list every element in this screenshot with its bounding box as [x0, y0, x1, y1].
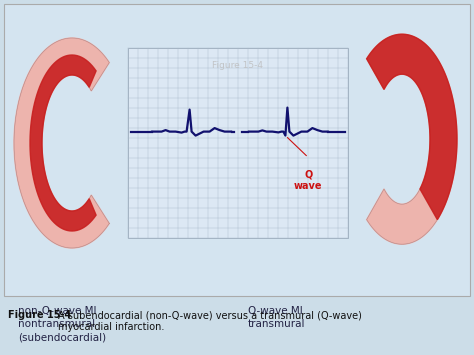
Text: Q-wave MI: Q-wave MI	[248, 306, 303, 316]
Polygon shape	[367, 34, 457, 220]
Text: transmural: transmural	[248, 319, 306, 329]
Text: (subendocardial): (subendocardial)	[18, 332, 106, 342]
Bar	[128, 48, 348, 238]
Polygon shape	[30, 55, 96, 231]
Polygon shape	[14, 38, 109, 248]
Polygon shape	[367, 34, 457, 244]
Text: Figure 15-4: Figure 15-4	[8, 310, 71, 320]
Text: Figure 15-4: Figure 15-4	[212, 61, 264, 71]
Bar	[4, 4, 470, 296]
Text: Q
wave: Q wave	[294, 170, 323, 191]
Text: A subendocardial (non-Q-wave) versus a transmural (Q-wave)
myocardial infarction: A subendocardial (non-Q-wave) versus a t…	[58, 310, 362, 332]
Text: non-Q-wave MI: non-Q-wave MI	[18, 306, 97, 316]
Text: nontransmural: nontransmural	[18, 319, 95, 329]
